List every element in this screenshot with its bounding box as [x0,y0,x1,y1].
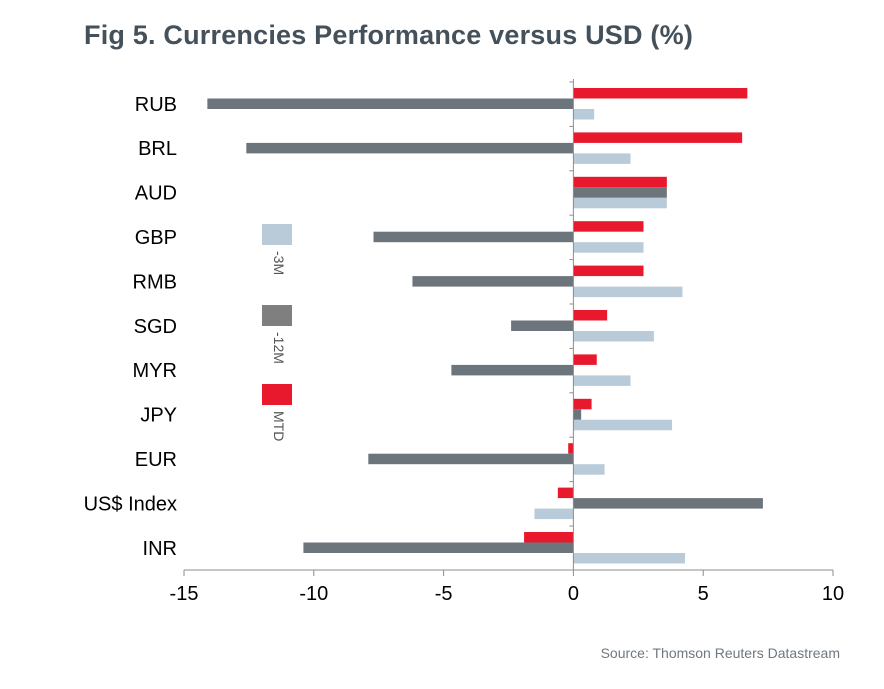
category-label-jpy: JPY [140,405,177,427]
bar-us-index-3m [534,508,574,520]
bar-jpy-12m [573,409,582,420]
legend-label-mtd: MTD [271,411,287,441]
bar-sgd-3m [573,331,654,342]
bar-gbp-12m [373,231,574,243]
category-label-myr: MYR [133,360,177,382]
bar-eur-12m [368,453,574,465]
bar-sgd-12m [511,320,574,331]
x-tick-label-5: -5 [435,583,453,605]
category-label-rmb: RMB [133,271,177,293]
legend-label-12m: -12M [271,332,287,364]
bar-aud-3m [573,197,667,209]
bar-myr-mtd [573,354,597,365]
legend-swatch-12m [262,305,292,326]
bar-rmb-mtd [573,265,644,277]
bar-eur-3m [573,464,605,475]
legend: -3M -12M MTD [262,224,292,441]
x-tick-label-5: 5 [698,583,709,605]
bar-rmb-12m [412,276,574,287]
x-tick-label-0: 0 [568,583,579,605]
bar-brl-12m [246,142,574,154]
category-label-gbp: GBP [135,227,177,249]
category-label-sgd: SGD [134,316,177,338]
tick-labels-group: -15 -10 -5 0 5 10 [170,583,845,605]
bar-inr-3m [573,553,686,564]
bar-aud-12m [573,187,667,198]
legend-label-3m: -3M [271,251,287,275]
bar-myr-12m [451,364,574,376]
bar-rub-12m [207,98,574,109]
x-tick-label-10: 10 [822,583,844,605]
bar-us-index-12m [573,498,763,509]
bar-inr-mtd [524,532,574,543]
bar-inr-12m [303,542,574,553]
bar-rmb-3m [573,286,683,298]
bar-eur-mtd [568,443,574,454]
bar-gbp-mtd [573,221,644,232]
category-label-eur: EUR [135,449,177,471]
legend-swatch-mtd [262,384,292,405]
bar-rub-mtd [573,88,748,99]
category-label-aud: AUD [135,183,177,205]
chart-title: Fig 5. Currencies Performance versus USD… [84,20,694,50]
category-label-inr: INR [143,538,177,560]
category-labels-group: RUB BRL AUD GBP RMB SGD MYR JPY EUR US$ Index INR [84,94,177,560]
axes-group [183,79,834,576]
bar-rub-3m [573,109,595,120]
bar-us-index-mtd [557,487,574,499]
bar-jpy-mtd [573,398,592,410]
bar-myr-3m [573,375,631,386]
category-label-us-index: US$ Index [84,493,177,515]
x-tick-label-15: -15 [170,583,199,605]
category-label-rub: RUB [135,94,177,116]
bar-brl-mtd [573,132,743,143]
source-note: Source: Thomson Reuters Datastream [600,645,840,661]
bar-brl-3m [573,153,631,164]
x-tick-label-10: -10 [299,583,328,605]
category-label-brl: BRL [138,138,177,160]
bar-jpy-3m [573,419,673,431]
bar-sgd-mtd [573,310,608,321]
bars-group [207,88,763,564]
legend-swatch-3m [262,224,292,245]
bar-aud-mtd [573,176,667,188]
bar-gbp-3m [573,242,644,253]
